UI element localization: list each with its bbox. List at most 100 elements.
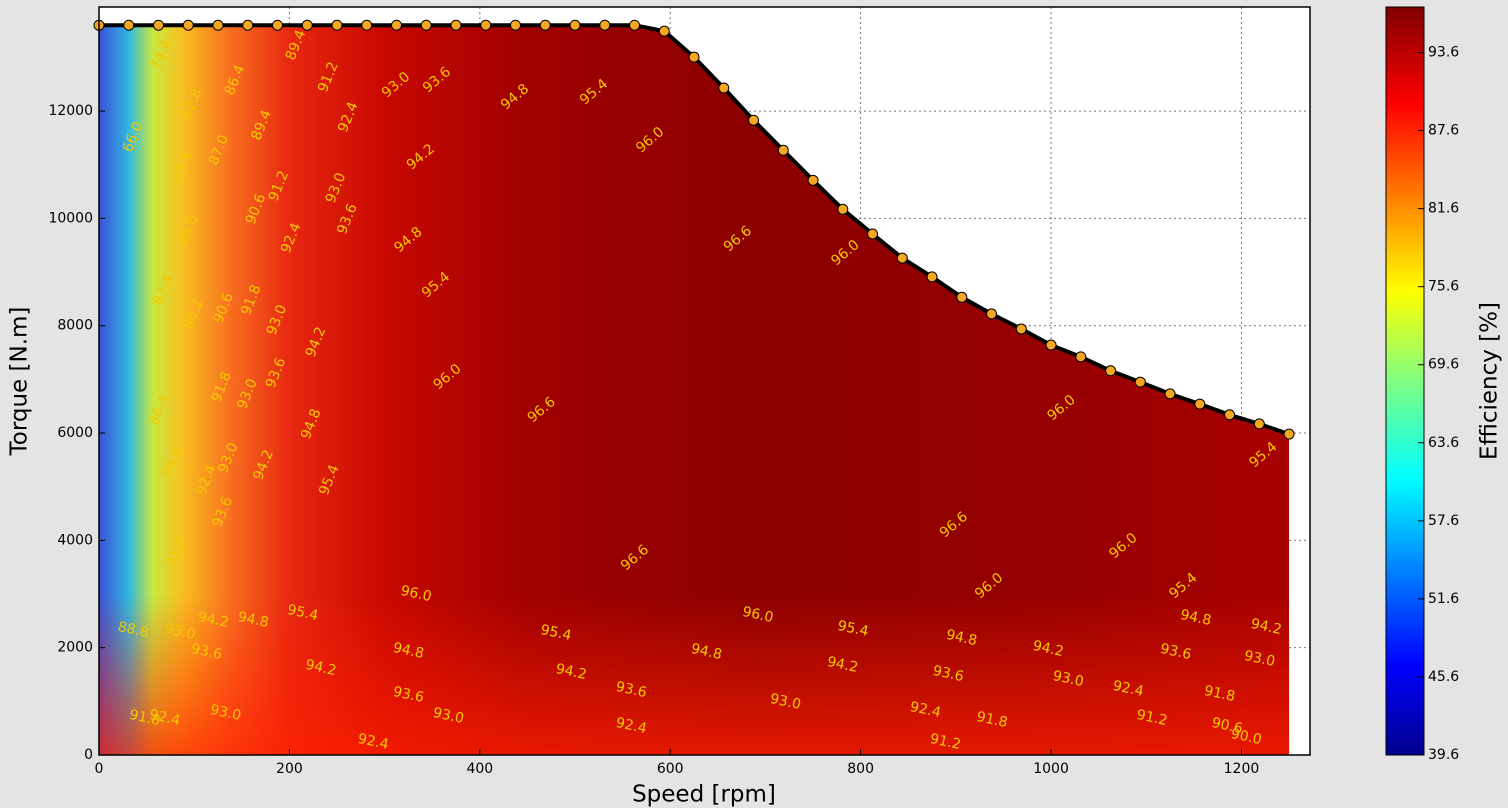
envelope-point: [153, 19, 165, 31]
contour-label: 94.8: [689, 641, 723, 663]
envelope-point: [599, 19, 611, 31]
y-axis-label: Torque [N.m]: [7, 307, 33, 457]
colorbar-tick-label: 87.6: [1428, 123, 1459, 139]
envelope-point: [1224, 409, 1236, 421]
y-tick-label: 8000: [57, 318, 93, 334]
contour-label: 95.4: [539, 622, 573, 644]
colorbar-tick-label: 45.6: [1428, 669, 1459, 685]
envelope-point: [182, 19, 194, 31]
contour-label: 93.6: [614, 679, 648, 701]
y-tick-label: 12000: [48, 103, 93, 119]
contour-label: 94.2: [826, 654, 860, 676]
contour-label: 90.0: [1229, 726, 1263, 748]
envelope-point: [1194, 398, 1206, 410]
envelope-point: [569, 19, 581, 31]
envelope-point: [986, 308, 998, 320]
envelope-point: [837, 203, 849, 215]
envelope-point: [1105, 365, 1117, 377]
envelope-point: [629, 19, 641, 31]
contour-label: 93.6: [931, 663, 965, 685]
envelope-point: [777, 144, 789, 156]
contour-label: 94.8: [945, 627, 979, 649]
y-tick-label: 10000: [48, 210, 93, 226]
contour-label: 94.8: [1179, 607, 1213, 629]
contour-label: 96.0: [399, 583, 433, 605]
contour-label: 94.2: [196, 609, 230, 631]
envelope-point: [1015, 323, 1027, 335]
contour-label: 94.2: [1249, 616, 1283, 638]
x-tick-label: 400: [466, 761, 493, 777]
contour-label: 95.4: [836, 618, 870, 640]
envelope-point: [688, 51, 700, 63]
y-tick-label: 6000: [57, 425, 93, 441]
contour-label: 92.4: [356, 731, 390, 753]
contour-label: 88.8: [116, 619, 150, 641]
contour-label: 91.2: [928, 731, 962, 753]
envelope-point: [420, 19, 432, 31]
x-tick-label: 600: [657, 761, 684, 777]
contour-label: 93.0: [209, 702, 243, 724]
contour-label: 91.8: [975, 709, 1009, 731]
contour-label: 94.8: [236, 609, 270, 631]
colorbar-tick-label: 51.6: [1428, 591, 1459, 607]
envelope-point: [1253, 418, 1265, 430]
envelope-point: [748, 114, 760, 126]
colorbar-label: Efficiency [%]: [1477, 302, 1503, 460]
contour-label: 93.0: [431, 705, 465, 727]
envelope-point: [361, 19, 373, 31]
contour-label: 93.0: [769, 691, 803, 713]
envelope-point: [896, 252, 908, 264]
x-axis-label: Speed [rpm]: [632, 782, 776, 808]
envelope-point: [926, 271, 938, 283]
envelope-point: [718, 82, 730, 94]
envelope-point: [123, 19, 135, 31]
y-tick-label: 0: [84, 747, 93, 763]
envelope-point: [1045, 339, 1057, 351]
contour-label: 91.8: [1203, 683, 1237, 705]
contour-label: 93.0: [1051, 668, 1085, 690]
plot-frame: [98, 6, 1311, 756]
envelope-point: [331, 19, 343, 31]
x-tick-label: 800: [847, 761, 874, 777]
envelope-point: [450, 19, 462, 31]
x-tick-label: 0: [95, 761, 104, 777]
colorbar-tick-label: 57.6: [1428, 513, 1459, 529]
contour-label: 92.4: [614, 715, 648, 737]
colorbar-tick-label: 69.6: [1428, 357, 1459, 373]
contour-label: 95.4: [286, 602, 320, 624]
contour-label: 93.6: [1159, 641, 1193, 663]
envelope-point: [1283, 428, 1295, 440]
colorbar-tick-label: 63.6: [1428, 435, 1459, 451]
colorbar-tick-label: 39.6: [1428, 747, 1459, 763]
y-tick-label: 2000: [57, 640, 93, 656]
contour-label: 94.2: [1031, 638, 1065, 660]
contour-label: 93.0: [1243, 648, 1277, 670]
contour-label: 93.6: [392, 684, 426, 706]
envelope-point: [956, 291, 968, 303]
envelope-point: [658, 25, 670, 37]
contour-label: 93.6: [190, 641, 224, 663]
contour-label: 91.2: [1135, 707, 1169, 729]
envelope-point: [1164, 388, 1176, 400]
contour-label: 94.2: [554, 661, 588, 683]
envelope-point: [301, 19, 313, 31]
envelope-point: [807, 174, 819, 186]
y-tick-label: 4000: [57, 532, 93, 548]
contour-label: 96.0: [741, 604, 775, 626]
envelope-point: [272, 19, 284, 31]
envelope-point: [212, 19, 224, 31]
envelope-point: [539, 19, 551, 31]
efficiency-map-shade: [99, 25, 1290, 755]
envelope-point: [480, 19, 492, 31]
colorbar-tick-label: 93.6: [1428, 45, 1459, 61]
envelope-point: [867, 228, 879, 240]
envelope-point: [242, 19, 254, 31]
contour-label: 91.8: [128, 707, 162, 729]
contour-label: 93.0: [163, 621, 197, 643]
envelope-point: [1134, 376, 1146, 388]
contour-label: 94.2: [304, 657, 338, 679]
envelope-point: [1075, 351, 1087, 363]
envelope-point: [391, 19, 403, 31]
x-tick-label: 200: [276, 761, 303, 777]
